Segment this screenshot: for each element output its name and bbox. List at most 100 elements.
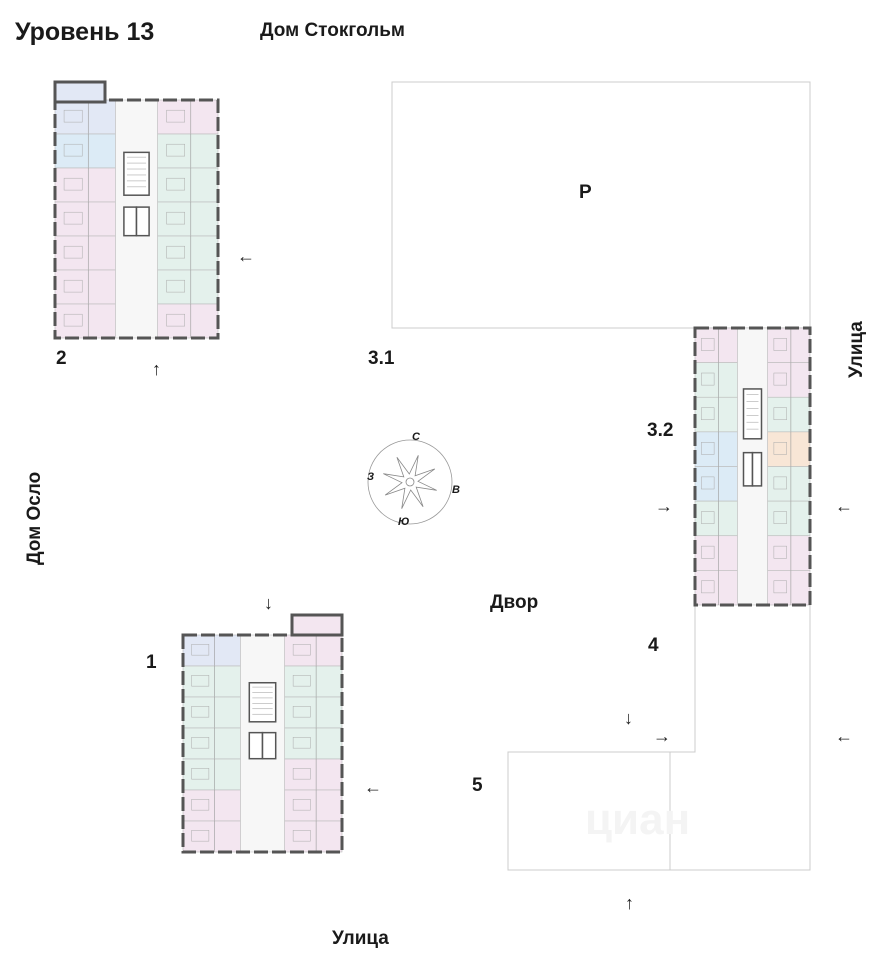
building-1-label[interactable]: 1 xyxy=(146,652,157,673)
apartment-unit xyxy=(694,431,738,467)
stockholm-label: Дом Стокгольм xyxy=(260,20,405,41)
room-furniture xyxy=(63,177,83,191)
room-furniture xyxy=(63,109,83,123)
building-2-wing xyxy=(53,80,107,104)
apartment-unit xyxy=(157,167,219,203)
apartment-unit xyxy=(182,696,241,729)
apartment-unit xyxy=(284,820,343,853)
building-3-2-label[interactable]: 3.2 xyxy=(647,420,674,441)
level-title: Уровень 13 xyxy=(15,18,155,46)
parking-label: P xyxy=(579,182,592,203)
apartment-unit xyxy=(54,303,116,339)
room-furniture xyxy=(191,706,210,718)
elevator-shaft xyxy=(261,731,277,760)
apartment-unit xyxy=(767,396,811,433)
room-furniture xyxy=(292,799,311,811)
apartment-unit xyxy=(767,431,811,467)
stairwell xyxy=(742,388,763,440)
room-furniture xyxy=(701,511,715,524)
room-furniture xyxy=(701,476,715,490)
apartment-unit xyxy=(284,634,343,667)
room-furniture xyxy=(773,442,787,455)
apartment-unit xyxy=(767,500,811,537)
apartment-unit xyxy=(284,758,343,791)
apartment-unit xyxy=(694,362,738,398)
exterior-wall xyxy=(53,98,220,340)
room-furniture xyxy=(63,245,83,259)
apartment-unit xyxy=(54,167,116,203)
building-3-1-label[interactable]: 3.1 xyxy=(368,348,395,369)
room-furniture xyxy=(166,245,185,259)
building-2-label[interactable]: 2 xyxy=(56,348,67,369)
room-furniture xyxy=(166,143,185,157)
room-furniture xyxy=(63,279,83,293)
room-furniture xyxy=(166,211,185,225)
room-furniture xyxy=(292,737,311,749)
building-1-plan xyxy=(181,633,344,854)
room-furniture xyxy=(773,476,787,490)
elevator-shaft xyxy=(135,206,150,237)
watermark-logo: циан xyxy=(585,795,691,844)
apartment-unit xyxy=(157,133,219,169)
room-furniture xyxy=(701,372,715,386)
room-furniture xyxy=(191,644,210,656)
stairwell xyxy=(248,681,277,723)
building-1-wing xyxy=(290,613,344,637)
room-furniture xyxy=(292,768,311,780)
compass-west: З xyxy=(367,471,375,483)
apartment-unit xyxy=(157,201,219,237)
room-furniture xyxy=(191,737,210,749)
room-furniture xyxy=(63,143,83,157)
building-3-2-plan xyxy=(693,326,812,607)
building-4-label[interactable]: 4 xyxy=(648,635,659,656)
apartment-unit xyxy=(182,727,241,760)
street-bottom-label: Улица xyxy=(332,928,389,949)
building-2-plan xyxy=(53,98,220,340)
stairwell xyxy=(123,151,150,196)
compass-south: Ю xyxy=(398,516,410,528)
room-furniture xyxy=(701,407,715,421)
room-furniture xyxy=(701,580,715,594)
oslo-label: Дом Осло xyxy=(24,471,45,565)
room-furniture xyxy=(773,511,787,524)
exterior-wall xyxy=(693,326,812,607)
entrance-arrow-right-icon: → xyxy=(655,496,673,516)
compass-east: В xyxy=(452,484,460,496)
room-furniture xyxy=(773,545,787,559)
elevator-shaft xyxy=(123,206,138,237)
entrance-arrow-left-icon: ← xyxy=(835,726,853,746)
room-furniture xyxy=(191,768,210,780)
room-furniture xyxy=(166,313,185,327)
room-furniture xyxy=(701,442,715,455)
apartment-unit xyxy=(767,570,811,606)
entrance-arrow-up-icon: ↑ xyxy=(152,359,161,379)
room-furniture xyxy=(773,580,787,594)
apartment-unit xyxy=(157,235,219,271)
room-furniture xyxy=(292,675,311,687)
entrance-arrow-right-icon: → xyxy=(653,726,671,746)
building-4-5-outline xyxy=(507,605,811,871)
entrance-arrow-down-icon: ↓ xyxy=(264,593,273,613)
building-5-label[interactable]: 5 xyxy=(472,775,483,796)
room-furniture xyxy=(63,211,83,225)
apartment-unit xyxy=(694,500,738,537)
apartment-unit xyxy=(767,535,811,571)
apartment-unit xyxy=(767,362,811,398)
compass-center xyxy=(405,477,415,487)
apartment-unit xyxy=(157,269,219,305)
room-furniture xyxy=(773,338,787,351)
apartment-unit xyxy=(54,235,116,271)
entrance-arrow-left-icon: ← xyxy=(237,246,255,266)
room-furniture xyxy=(191,830,210,842)
room-furniture xyxy=(292,644,311,656)
room-furniture xyxy=(191,675,210,687)
room-furniture xyxy=(292,830,311,842)
apartment-unit xyxy=(157,99,219,135)
entrance-arrow-left-icon: ← xyxy=(364,777,382,797)
room-furniture xyxy=(191,799,210,811)
room-furniture xyxy=(63,313,83,327)
room-furniture xyxy=(701,338,715,351)
room-furniture xyxy=(773,372,787,386)
